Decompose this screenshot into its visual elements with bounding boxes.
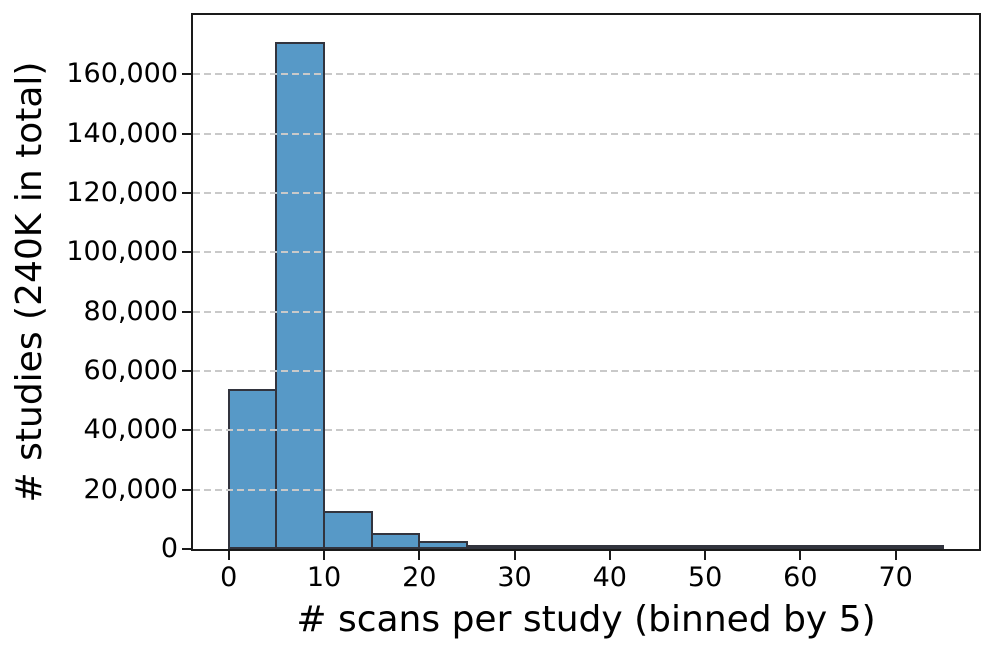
histogram-bar (751, 545, 802, 549)
histogram-bar (894, 545, 945, 549)
x-axis-label: # scans per study (binned by 5) (296, 599, 876, 640)
x-tick-mark (894, 551, 897, 560)
y-gridline (193, 310, 979, 313)
x-tick-label: 50 (687, 562, 723, 593)
x-tick-label: 70 (878, 562, 913, 593)
y-gridline (193, 192, 979, 194)
y-gridline (193, 429, 979, 432)
x-tick-label: 40 (592, 562, 627, 593)
histogram-bar (513, 545, 564, 549)
y-gridline (193, 132, 979, 135)
histogram-bar (275, 41, 325, 549)
y-tick-mark (182, 488, 191, 491)
histogram-bar (561, 545, 611, 549)
y-gridline (193, 251, 979, 254)
x-tick-mark (418, 551, 421, 560)
y-tick-mark (182, 192, 191, 194)
y-tick-mark (182, 132, 191, 135)
x-tick-mark (323, 551, 325, 560)
histogram-bar (465, 545, 516, 549)
y-tick-mark (182, 310, 191, 313)
histogram-bar (370, 533, 421, 549)
histogram-bar (608, 545, 659, 549)
histogram-bar (656, 545, 707, 549)
y-tick-mark (182, 548, 191, 550)
y-tick-mark (182, 370, 191, 372)
x-tick-mark (608, 551, 611, 560)
x-tick-label: 0 (220, 562, 238, 593)
y-gridline (193, 73, 979, 76)
histogram-bar (418, 540, 468, 549)
histogram-bar (704, 545, 754, 549)
y-gridline (193, 488, 979, 491)
y-tick-mark (182, 251, 191, 254)
histogram-bar (323, 510, 373, 549)
histogram-bar (227, 388, 278, 549)
y-axis-label: # studies (240K in total) (9, 61, 50, 503)
x-tick-mark (513, 551, 516, 560)
plot-area (191, 13, 981, 551)
x-tick-label: 60 (783, 562, 818, 593)
plot-inner (193, 15, 979, 549)
x-tick-label: 10 (306, 562, 342, 593)
y-tick-mark (182, 429, 191, 432)
x-tick-mark (799, 551, 802, 560)
x-tick-label: 30 (497, 562, 532, 593)
x-tick-mark (704, 551, 707, 560)
histogram-bar (847, 545, 897, 549)
x-tick-mark (227, 551, 230, 560)
y-tick-mark (182, 73, 191, 76)
y-gridline (193, 370, 979, 372)
histogram-bar (799, 545, 849, 549)
x-tick-label: 20 (402, 562, 437, 593)
